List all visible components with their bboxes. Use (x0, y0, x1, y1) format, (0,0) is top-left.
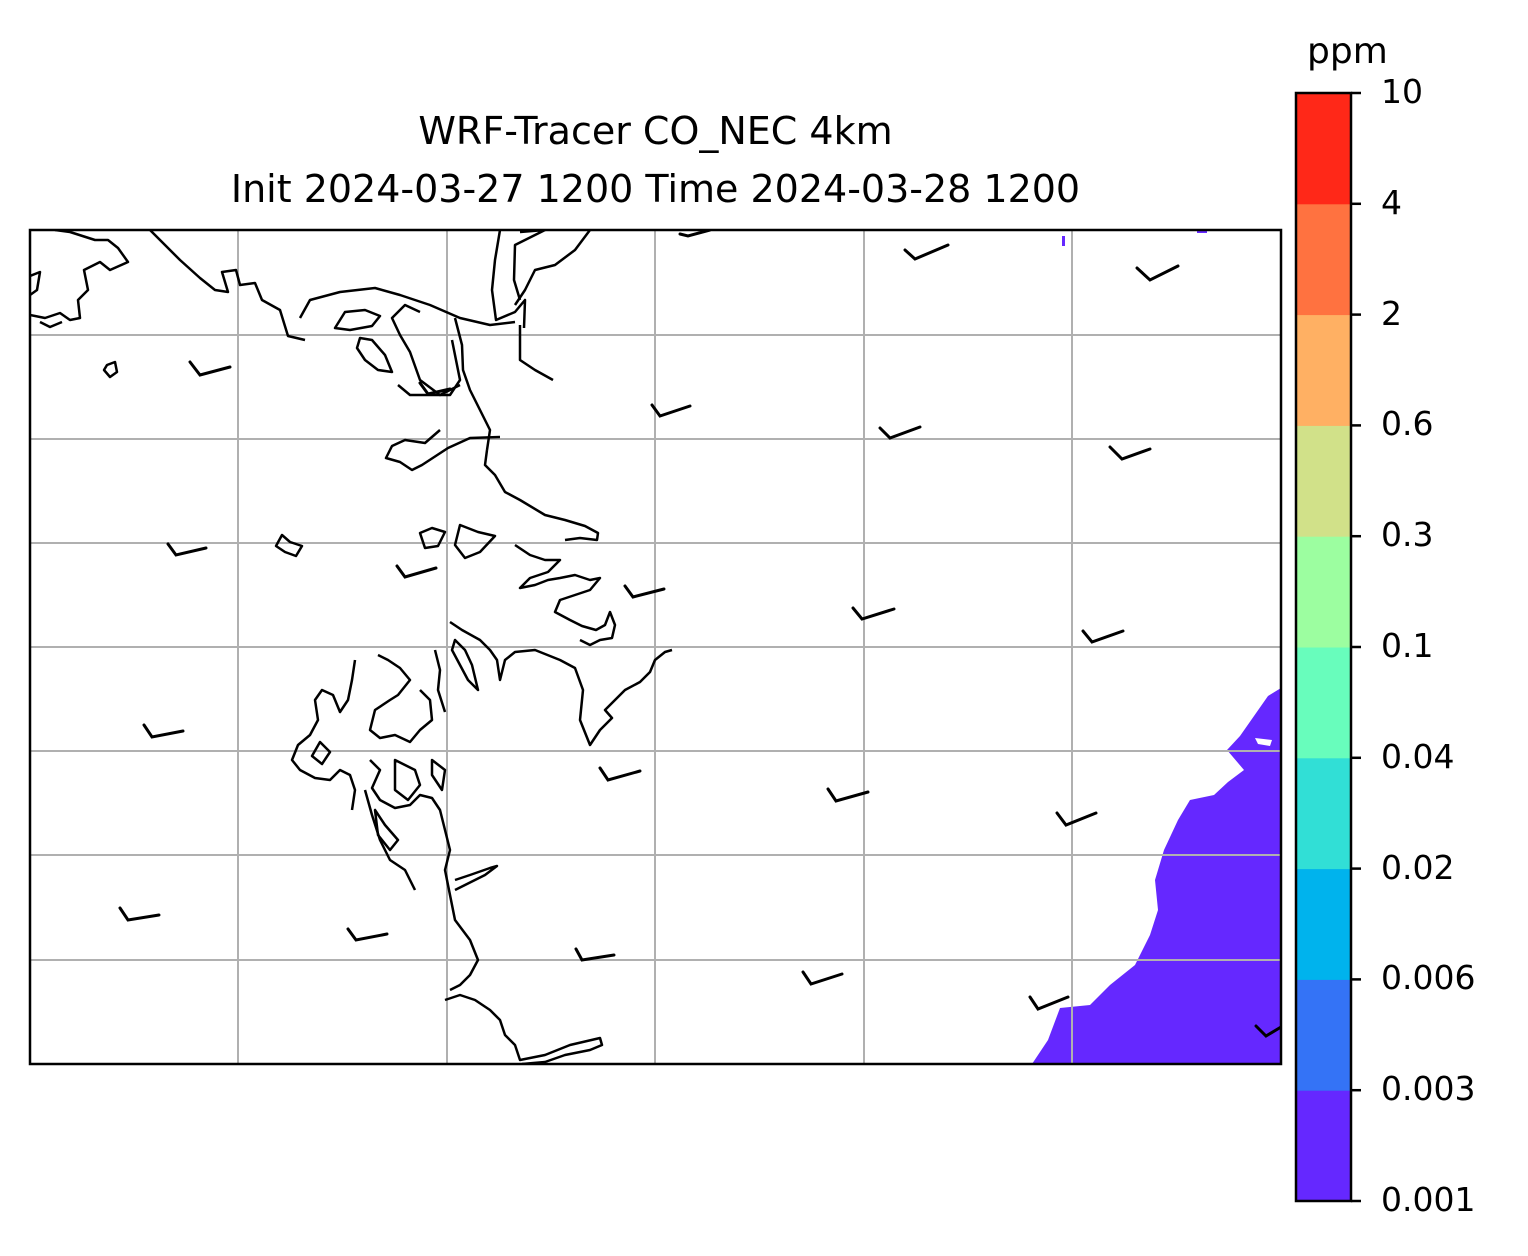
coastlines (30, 230, 673, 1064)
colorbar-band (1296, 93, 1351, 205)
colorbar-tick-label: 0.001 (1381, 1180, 1476, 1219)
map-frame (28, 228, 1283, 1066)
colorbar-band (1296, 536, 1351, 648)
colorbar-tick-label: 0.3 (1381, 515, 1434, 555)
colorbar-band (1296, 868, 1351, 980)
wind-barbs (118, 230, 1281, 1038)
colorbar-tick-label: 0.6 (1381, 404, 1434, 444)
colorbar-tick-label: 0.1 (1381, 626, 1434, 665)
gridlines (30, 230, 1281, 1064)
colorbar-band (1296, 979, 1351, 1091)
map-title-line2: Init 2024-03-27 1200 Time 2024-03-28 120… (230, 167, 1081, 211)
map-title-line1: WRF-Tracer CO_NEC 4km (418, 109, 893, 153)
colorbar-tick-label: 4 (1381, 182, 1402, 222)
colorbar-band (1296, 1090, 1351, 1202)
colorbar-tick-label: 2 (1381, 293, 1402, 333)
colorbar-tick-label: 0.04 (1381, 736, 1455, 776)
colorbar-band (1296, 425, 1351, 537)
colorbar-tick-label: 0.003 (1381, 1069, 1476, 1109)
colorbar-band (1296, 203, 1351, 316)
colorbar-tick-label: 0.02 (1381, 847, 1455, 887)
tracer-shaded-region (1032, 688, 1281, 1064)
colorbar-unit-label: ppm (1307, 31, 1388, 72)
colorbar-tick-label: 10 (1381, 72, 1423, 111)
colorbar-band (1296, 314, 1351, 426)
colorbar-tick-label: 0.006 (1381, 958, 1476, 998)
colorbar-band (1296, 647, 1351, 759)
colorbar-band (1296, 757, 1351, 870)
